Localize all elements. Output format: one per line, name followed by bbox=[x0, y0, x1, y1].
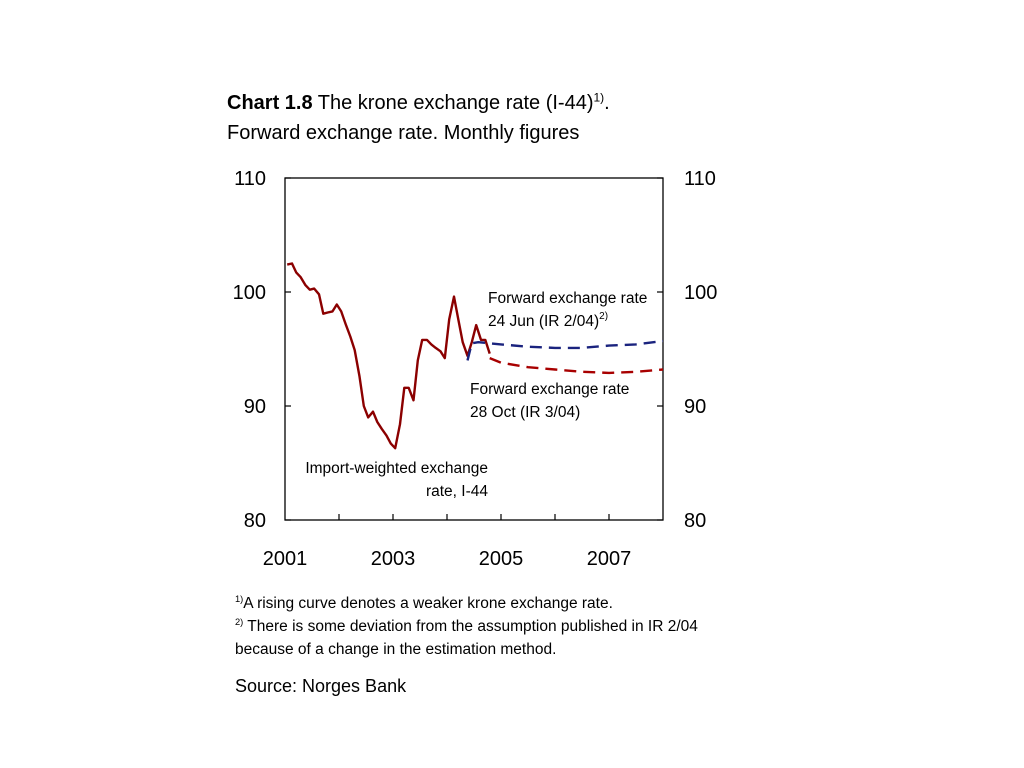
chart-title: Chart 1.8 The krone exchange rate (I-44)… bbox=[227, 88, 610, 148]
title-line-1: Chart 1.8 The krone exchange rate (I-44)… bbox=[227, 88, 610, 118]
title-tail: . bbox=[604, 92, 610, 114]
y-tick-label-right: 100 bbox=[684, 282, 717, 304]
footnote-2-cont: because of a change in the estimation me… bbox=[235, 641, 557, 658]
title-text: The krone exchange rate (I-44) bbox=[312, 92, 594, 114]
series-layer bbox=[286, 262, 664, 450]
footnote-1-text: A rising curve denotes a weaker krone ex… bbox=[243, 595, 613, 612]
series-forward-oct-line bbox=[489, 356, 664, 375]
y-tick-label-right: 110 bbox=[684, 168, 716, 190]
annotation-forward-jun-line1: Forward exchange rate bbox=[488, 290, 647, 307]
y-ticks-left: 80 90 100 110 bbox=[233, 168, 291, 532]
annotation-forward-jun-label: 24 Jun (IR 2/04) bbox=[488, 313, 599, 330]
x-tick-label: 2001 bbox=[263, 548, 308, 570]
footnote-1-marker: 1) bbox=[235, 593, 244, 604]
footnote-2-text: There is some deviation from the assumpt… bbox=[243, 618, 698, 635]
y-tick-label-left: 110 bbox=[234, 168, 266, 190]
footnote-2: 2) There is some deviation from the assu… bbox=[235, 615, 698, 638]
annotation-forward-oct-line2: 28 Oct (IR 3/04) bbox=[470, 404, 580, 421]
footnote-1: 1)A rising curve denotes a weaker krone … bbox=[235, 592, 698, 615]
x-tick-label: 2007 bbox=[587, 548, 632, 570]
source-note: Source: Norges Bank bbox=[235, 676, 407, 696]
title-footnote-marker: 1) bbox=[593, 90, 605, 105]
series-i44-line bbox=[286, 262, 491, 450]
chart-number: Chart 1.8 bbox=[227, 92, 313, 114]
y-tick-label-left: 90 bbox=[244, 396, 266, 418]
x-tick-label: 2003 bbox=[371, 548, 416, 570]
plot-frame bbox=[284, 177, 664, 521]
y-ticks-right: 80 90 100 110 bbox=[657, 168, 717, 532]
y-tick-label-right: 80 bbox=[684, 510, 706, 532]
annotation-forward-oct-line1: Forward exchange rate bbox=[470, 381, 629, 398]
annotation-i44-line1: Import-weighted exchange bbox=[305, 460, 488, 477]
annotation-forward-jun-line2: 24 Jun (IR 2/04)2) bbox=[488, 311, 608, 330]
x-tick-label: 2005 bbox=[479, 548, 524, 570]
y-tick-label-right: 90 bbox=[684, 396, 706, 418]
x-ticks: 2001 2003 2005 2007 bbox=[263, 514, 632, 570]
footnotes: 1)A rising curve denotes a weaker krone … bbox=[235, 592, 698, 661]
series-forward-jun-line bbox=[466, 339, 664, 361]
annotation-forward-jun-sup: 2) bbox=[599, 311, 608, 322]
title-line-2: Forward exchange rate. Monthly figures bbox=[227, 122, 580, 144]
y-tick-label-left: 80 bbox=[244, 510, 266, 532]
footnote-2-marker: 2) bbox=[235, 616, 244, 627]
annotation-i44-line2: rate, I-44 bbox=[426, 483, 488, 500]
y-tick-label-left: 100 bbox=[233, 282, 266, 304]
